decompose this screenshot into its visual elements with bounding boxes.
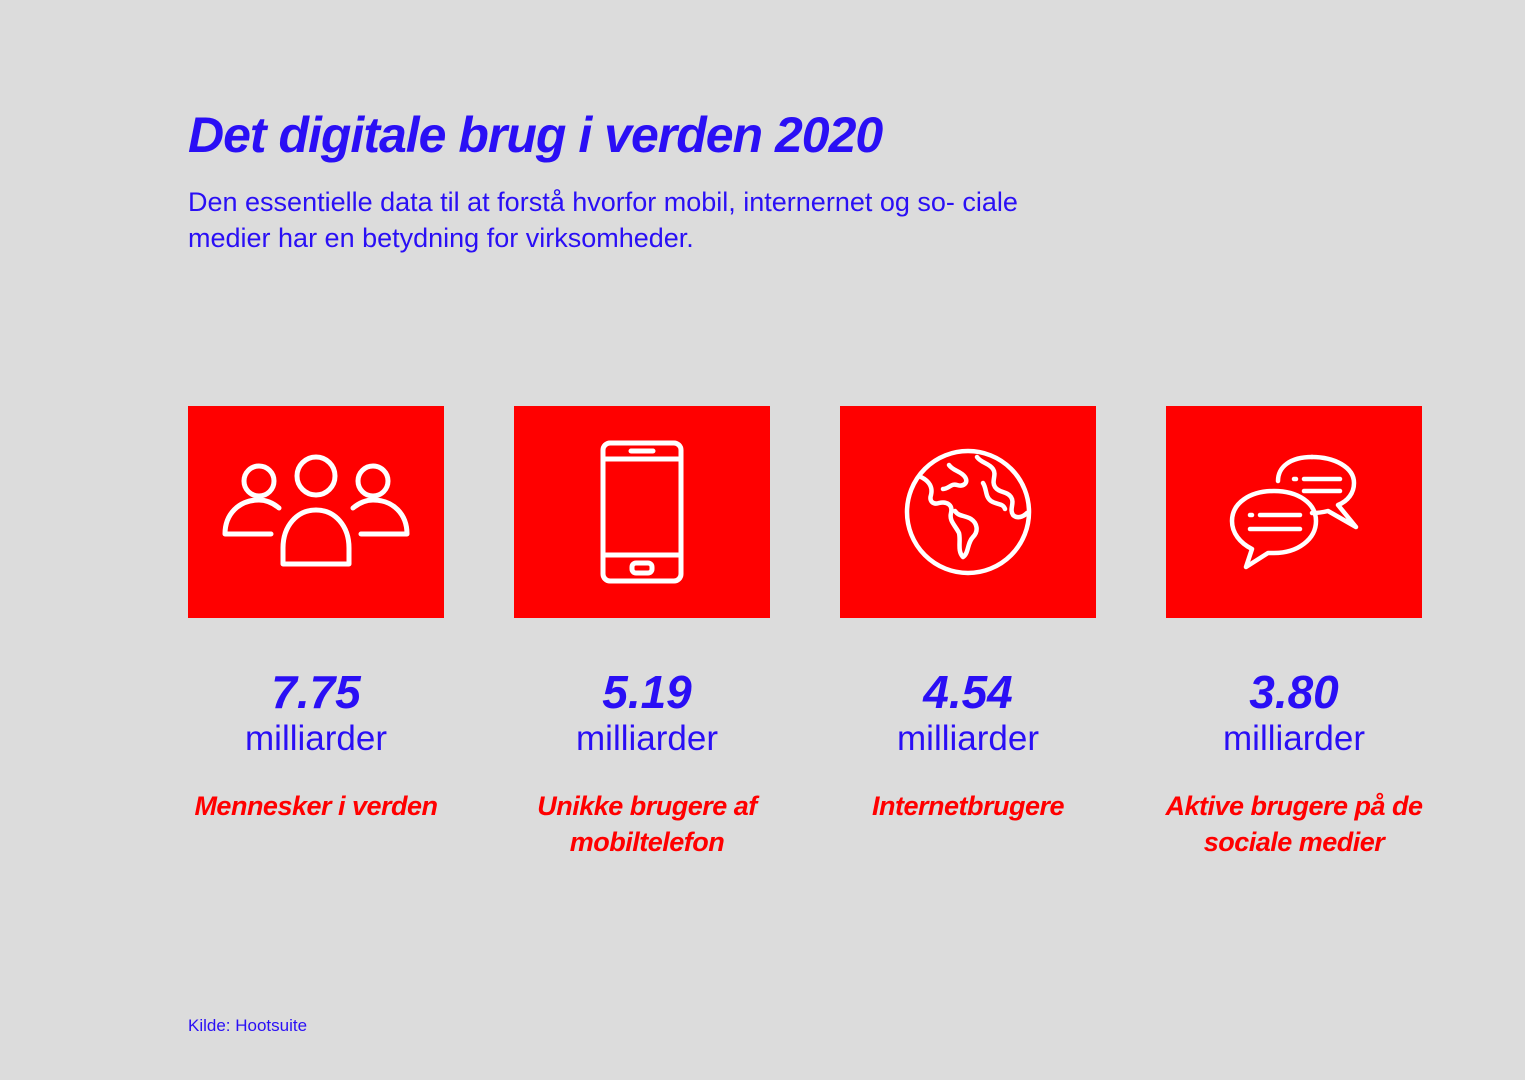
page-title: Det digitale brug i verden 2020 xyxy=(188,107,883,163)
tile-background xyxy=(1166,406,1422,618)
stat-label: Mennesker i verden xyxy=(194,791,438,821)
stat-tile-mobile xyxy=(514,406,770,618)
stat-label: Internetbrugere xyxy=(871,791,1065,821)
stat-label: Unikke brugere af mobiltelefon xyxy=(537,791,757,857)
stat-unit: milliarder xyxy=(897,719,1039,758)
mobile-phone-icon xyxy=(599,439,685,585)
tile-background xyxy=(188,406,444,618)
stat-value: 4.54 xyxy=(923,666,1013,718)
people-group-icon xyxy=(221,450,411,574)
stat-label: Aktive brugere på de sociale medier xyxy=(1165,791,1423,857)
stat-social: 3.80 milliarder Aktive brugere på de soc… xyxy=(1144,666,1444,860)
stat-unit: milliarder xyxy=(245,719,387,758)
chat-bubbles-icon xyxy=(1228,453,1360,571)
stat-internet: 4.54 milliarder Internetbrugere xyxy=(818,666,1118,824)
stat-tile-social xyxy=(1166,406,1422,618)
page-subtitle: Den essentielle data til at forstå hvorf… xyxy=(188,187,1018,253)
stat-mobile: 5.19 milliarder Unikke brugere af mobilt… xyxy=(497,666,797,860)
tile-background xyxy=(840,406,1096,618)
stat-tile-people xyxy=(188,406,444,618)
source-note: Kilde: Hootsuite xyxy=(188,1016,308,1035)
stat-value: 3.80 xyxy=(1249,666,1339,718)
stat-people: 7.75 milliarder Mennesker i verden xyxy=(166,666,466,824)
stat-tile-internet xyxy=(840,406,1096,618)
stat-unit: milliarder xyxy=(576,719,718,758)
tile-background xyxy=(514,406,770,618)
stat-value: 7.75 xyxy=(271,666,361,718)
stat-unit: milliarder xyxy=(1223,719,1365,758)
globe-icon xyxy=(903,447,1033,577)
stat-value: 5.19 xyxy=(602,666,692,718)
